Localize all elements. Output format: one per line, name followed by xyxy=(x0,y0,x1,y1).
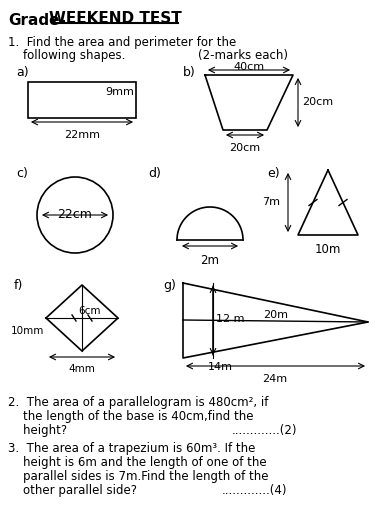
Text: height?: height? xyxy=(8,424,67,437)
Text: .............(2): .............(2) xyxy=(232,424,297,437)
Text: c): c) xyxy=(16,167,28,180)
Text: 40cm: 40cm xyxy=(233,62,265,72)
Text: 20cm: 20cm xyxy=(229,143,261,153)
Bar xyxy=(28,82,136,118)
Text: b): b) xyxy=(183,66,196,79)
Text: the length of the base is 40cm,find the: the length of the base is 40cm,find the xyxy=(8,410,253,423)
Text: f): f) xyxy=(14,279,23,292)
Text: (2-marks each): (2-marks each) xyxy=(198,49,288,62)
Text: 7m: 7m xyxy=(262,197,280,207)
Text: 22cm: 22cm xyxy=(58,208,92,221)
Text: 10m: 10m xyxy=(315,243,341,256)
Text: e): e) xyxy=(267,167,280,180)
Text: 24m: 24m xyxy=(262,374,288,384)
Text: .............(4): .............(4) xyxy=(222,484,288,497)
Text: 2.  The area of a parallelogram is 480cm², if: 2. The area of a parallelogram is 480cm²… xyxy=(8,396,268,409)
Text: Grade-: Grade- xyxy=(8,13,66,28)
Text: 3.  The area of a trapezium is 60m³. If the: 3. The area of a trapezium is 60m³. If t… xyxy=(8,442,255,455)
Text: 4mm: 4mm xyxy=(68,364,96,374)
Text: g): g) xyxy=(163,279,176,292)
Text: 20m: 20m xyxy=(263,310,288,320)
Text: other parallel side?: other parallel side? xyxy=(8,484,137,497)
Text: 14m: 14m xyxy=(208,362,233,372)
Text: 22mm: 22mm xyxy=(64,130,100,140)
Text: parallel sides is 7m.Find the length of the: parallel sides is 7m.Find the length of … xyxy=(8,470,268,483)
Text: 6cm: 6cm xyxy=(78,306,100,316)
Text: 2m: 2m xyxy=(200,254,220,267)
Text: following shapes.: following shapes. xyxy=(8,49,125,62)
Text: 1.  Find the area and perimeter for the: 1. Find the area and perimeter for the xyxy=(8,36,236,49)
Text: 20cm: 20cm xyxy=(302,97,333,107)
Text: 9mm: 9mm xyxy=(105,87,134,97)
Text: d): d) xyxy=(148,167,161,180)
Text: height is 6m and the length of one of the: height is 6m and the length of one of th… xyxy=(8,456,267,469)
Text: a): a) xyxy=(16,66,29,79)
Text: WEEKEND TEST: WEEKEND TEST xyxy=(49,11,181,26)
Text: 12 m: 12 m xyxy=(216,314,244,324)
Text: 10mm: 10mm xyxy=(11,326,44,336)
